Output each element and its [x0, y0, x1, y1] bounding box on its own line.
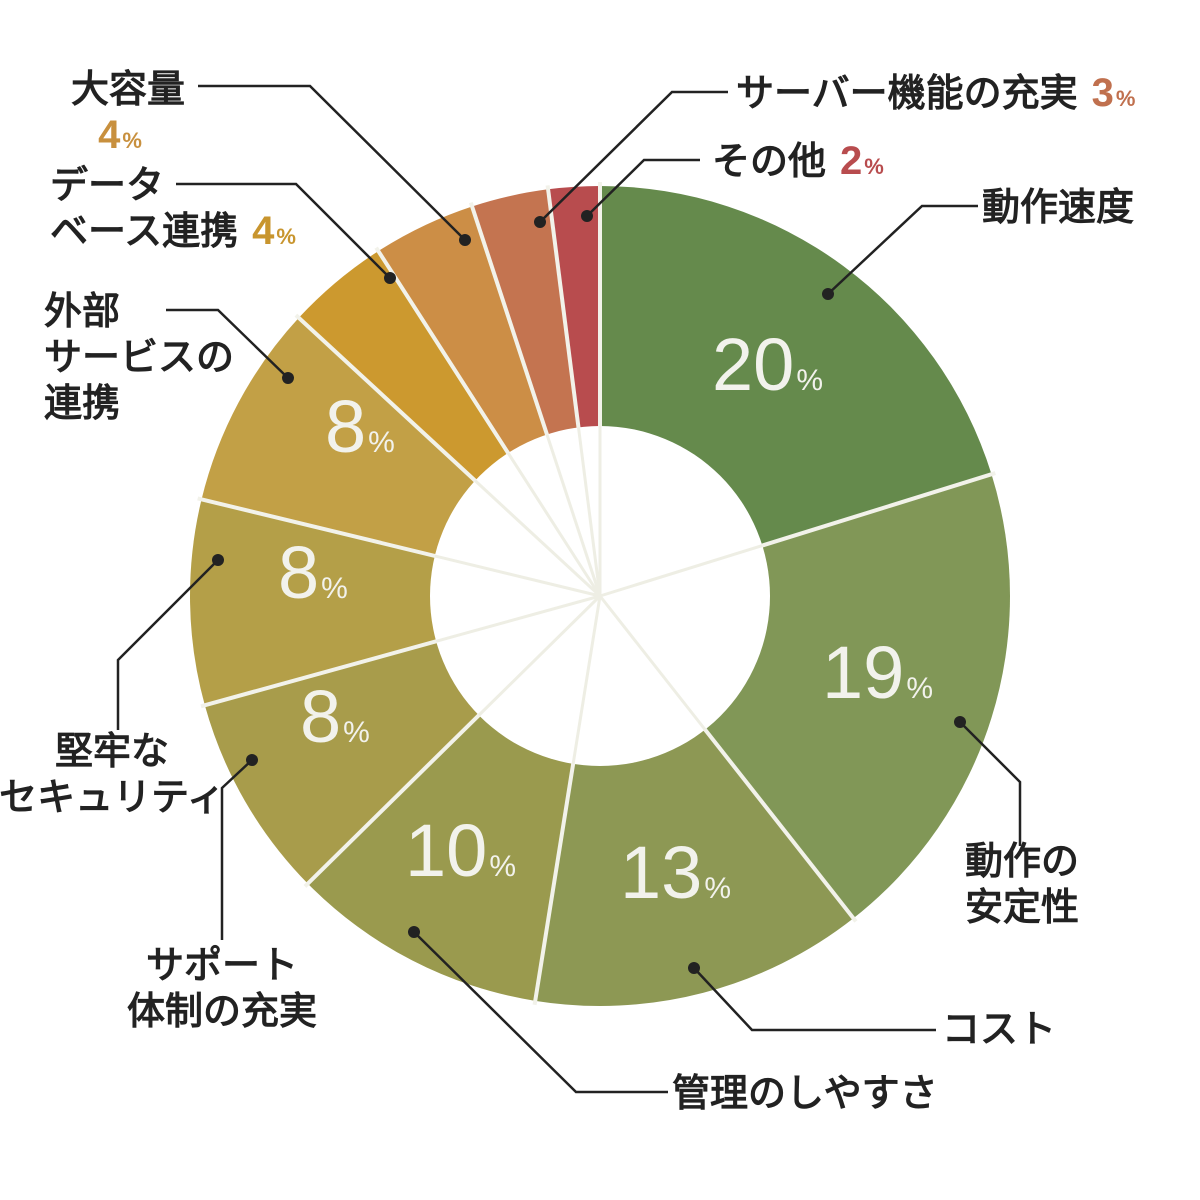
leader-lines-group [116, 84, 1022, 1094]
slice-7-leader-line [166, 308, 289, 379]
slice-1-leader-line [827, 204, 978, 295]
separator-line-inner [599, 544, 763, 598]
slice-8-leader-dot [384, 272, 396, 284]
slice-7-leader-dot [282, 372, 294, 384]
slice-6-wedge [190, 499, 600, 706]
separator-line-inner [571, 595, 602, 765]
slice-2-leader-dot [954, 716, 966, 728]
slice-3-leader-line [693, 967, 936, 1032]
separator-line-inner [434, 554, 601, 598]
slice-5-value-label: 8% [300, 675, 370, 758]
slice-4-value-label: 10% [405, 809, 516, 892]
slice-10-leader-line [539, 90, 728, 223]
slice-8-leader-line [176, 182, 391, 279]
separator-line-inner [545, 434, 602, 597]
slice-6-leader-line [116, 559, 219, 730]
slice-9-leader-line [198, 84, 466, 241]
slice-6-value-label: 8% [278, 531, 348, 614]
slice-1-value-label: 20% [712, 323, 823, 406]
slice-4-category-label: 管理のしやすさ [672, 1071, 938, 1115]
slice-3-value-label: 13% [620, 831, 731, 914]
separator-line-inner [576, 427, 602, 597]
separator-line-inner [435, 594, 601, 643]
slice-1-leader-dot [822, 288, 834, 300]
slice-7-category-label: 外部サービスの連携 [44, 289, 234, 425]
slice-9-leader-dot [459, 234, 471, 246]
inner-labels-group: 20% 19% 13% 10% 8% 8% 8% [278, 323, 933, 914]
separator-line-inner [474, 479, 602, 598]
slice-11-category-label: その他 2% [712, 139, 884, 183]
slice-2-value-label: 19% [822, 631, 933, 714]
slice-2-category-label: 動作の安定性 [965, 839, 1079, 929]
slice-11-leader-line [586, 158, 700, 217]
slice-3-category-label: コスト [942, 1007, 1056, 1051]
slice-4-leader-dot [408, 926, 420, 938]
slice-4-leader-line [413, 931, 668, 1094]
slice-8-category-label: データベース連携 4% [50, 163, 296, 253]
slice-1-category-label: 動作速度 [982, 185, 1134, 229]
slice-10-leader-dot [534, 216, 546, 228]
slice-3-leader-dot [688, 962, 700, 974]
slice-6-leader-dot [212, 554, 224, 566]
slice-9-category-label: 大容量 4% [71, 67, 185, 157]
slice-10-category-label: サーバー機能の充実 3% [736, 71, 1135, 115]
slice-11-leader-dot [581, 210, 593, 222]
slice-7-value-label: 8% [325, 385, 395, 468]
slice-5-leader-line [220, 759, 253, 940]
slice-2-leader-line [959, 721, 1022, 846]
separator-line-inner [506, 452, 602, 597]
separator-line-inner [477, 594, 602, 717]
slice-5-category-label: サポート体制の充実 [127, 943, 317, 1033]
separator-line-inner [598, 595, 707, 731]
slice-6-category-label: 堅牢なセキュリティ [0, 729, 225, 819]
slice-5-leader-dot [246, 754, 258, 766]
